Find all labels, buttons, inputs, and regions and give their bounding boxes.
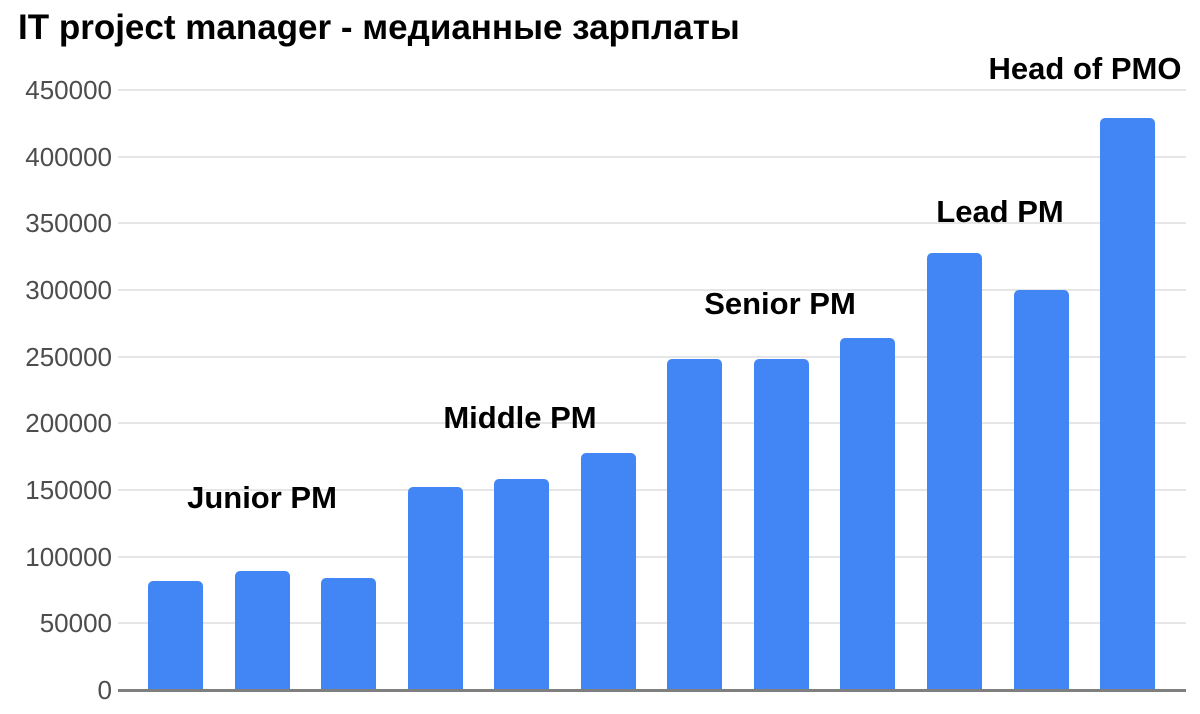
- gridline-100000: [118, 555, 1186, 558]
- bar-3-junior-pm: [321, 578, 377, 690]
- y-axis-tick-label-50000: 50000: [39, 608, 112, 639]
- y-axis-tick-label-150000: 150000: [25, 475, 112, 505]
- bar-8-senior-pm: [753, 359, 809, 690]
- y-axis-tick-label-250000: 250000: [25, 341, 112, 372]
- x-axis-baseline: [118, 689, 1186, 692]
- group-label-middle-pm: Middle PM: [443, 400, 597, 435]
- y-axis-tick-label-400000: 400000: [25, 141, 112, 172]
- group-label-lead-pm: Lead PM: [936, 194, 1064, 229]
- gridline-50000: [118, 622, 1186, 625]
- group-label-head-of-pmo: Head of PMO: [988, 51, 1182, 86]
- y-axis-tick-label-200000: 200000: [25, 408, 112, 439]
- bar-11-lead-pm: [1013, 290, 1069, 690]
- bar-7-senior-pm: [667, 359, 723, 690]
- gridline-200000: [118, 422, 1186, 425]
- gridline-350000: [118, 222, 1186, 225]
- gridline-250000: [118, 355, 1186, 358]
- bar-10-lead-pm: [926, 252, 982, 690]
- chart-title: IT project manager - медианные зарплаты: [18, 8, 740, 47]
- gridline-300000: [118, 289, 1186, 291]
- bar-1-junior-pm: [148, 580, 203, 690]
- group-label-junior-pm: Junior PM: [187, 480, 337, 515]
- gridline-450000: [118, 89, 1186, 91]
- y-axis-tick-label-350000: 350000: [25, 208, 112, 239]
- group-label-senior-pm: Senior PM: [704, 286, 856, 321]
- y-axis-tick-label-0: 0: [97, 675, 112, 705]
- bar-4-middle-pm: [407, 487, 463, 690]
- bar-2-junior-pm: [234, 571, 290, 690]
- y-axis-tick-label-100000: 100000: [25, 541, 112, 572]
- gridline-150000: [118, 489, 1186, 491]
- bar-9-senior-pm: [840, 338, 896, 690]
- gridline-400000: [118, 155, 1186, 158]
- bar-12-head-of-pmo: [1100, 118, 1156, 690]
- bar-6-middle-pm: [580, 452, 636, 690]
- bar-5-middle-pm: [494, 479, 550, 690]
- y-axis-tick-label-300000: 300000: [25, 275, 112, 305]
- y-axis-tick-label-450000: 450000: [25, 75, 112, 105]
